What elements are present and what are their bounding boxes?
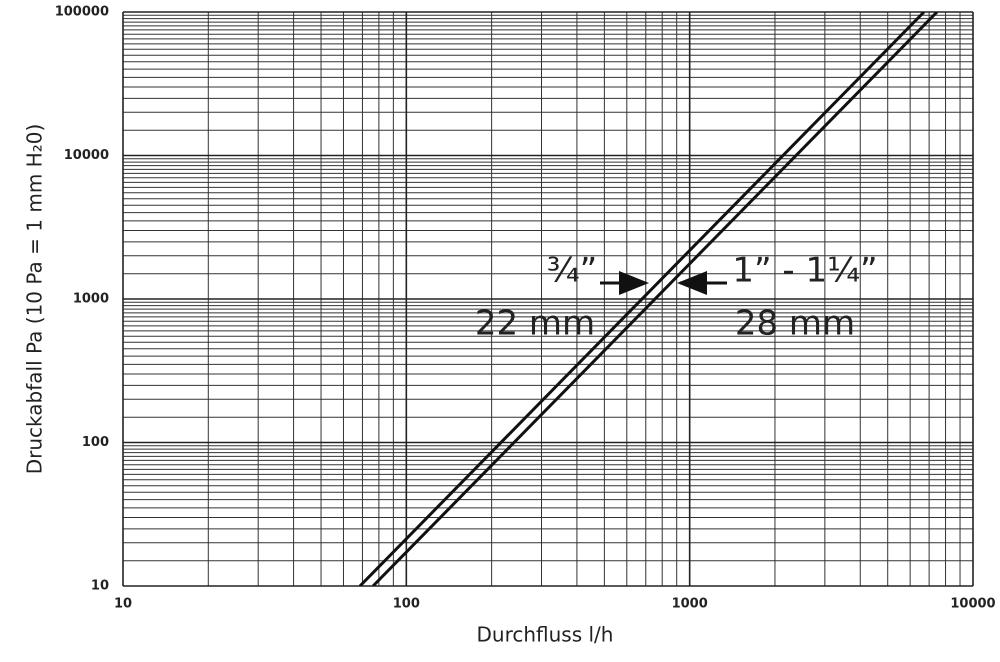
annotation: ¾”: [547, 251, 598, 291]
data-line: [358, 12, 926, 586]
annotation: 22 mm: [475, 304, 595, 344]
y-tick-label: 1000: [73, 292, 109, 307]
y-tick-label: 100000: [55, 5, 109, 20]
x-tick-label: 100: [393, 597, 420, 612]
annotation: 1” - 1¼”: [732, 251, 877, 291]
x-tick-label: 10: [114, 597, 132, 612]
data-line: [371, 12, 939, 586]
annotation: 28 mm: [735, 304, 855, 344]
x-tick-label: 10000: [950, 597, 995, 612]
y-tick-label: 100: [82, 435, 109, 450]
y-axis-label: Druckabfall Pa (10 Pa = 1 mm H₂0): [23, 124, 47, 475]
y-tick-label: 10000: [64, 148, 109, 163]
x-tick-label: 1000: [672, 597, 708, 612]
y-tick-label: 10: [91, 579, 109, 594]
x-axis-label: Durchfluss l/h: [477, 623, 614, 647]
